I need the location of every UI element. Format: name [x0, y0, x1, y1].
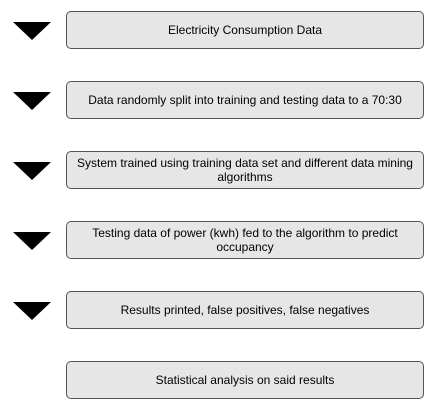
triangle-down-icon	[13, 92, 51, 110]
step-box-3: System trained using training data set a…	[66, 151, 424, 189]
step-box-2: Data randomly split into training and te…	[66, 81, 424, 119]
step-box-5: Results printed, false positives, false …	[66, 291, 424, 329]
step-box-4: Testing data of power (kwh) fed to the a…	[66, 221, 424, 259]
triangle-down-icon	[13, 162, 51, 180]
triangle-down-icon	[13, 232, 51, 250]
step-box-6: Statistical analysis on said results	[66, 361, 424, 399]
step-label-3: System trained using training data set a…	[77, 156, 413, 184]
triangle-down-icon	[13, 302, 51, 320]
step-box-1: Electricity Consumption Data	[66, 11, 424, 49]
step-label-6: Statistical analysis on said results	[155, 373, 335, 387]
triangle-down-icon	[13, 22, 51, 40]
step-label-5: Results printed, false positives, false …	[120, 303, 370, 317]
step-label-4: Testing data of power (kwh) fed to the a…	[92, 226, 398, 254]
step-label-2: Data randomly split into training and te…	[88, 93, 402, 107]
step-label-1: Electricity Consumption Data	[167, 23, 323, 37]
